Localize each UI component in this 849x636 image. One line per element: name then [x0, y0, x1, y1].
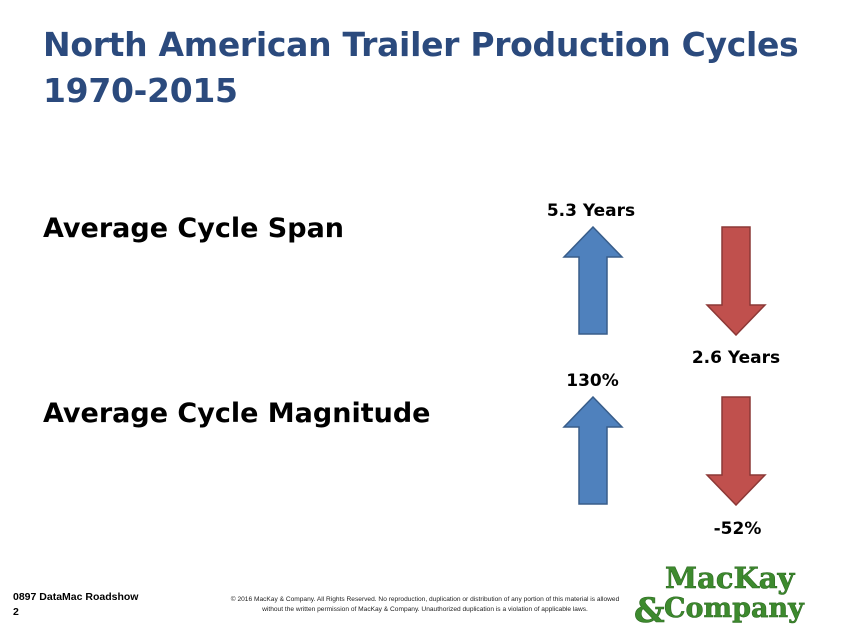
cycle-span-down-arrow-icon: [705, 226, 767, 336]
copyright-line-2: without the written permission of MacKay…: [262, 606, 588, 613]
copyright-notice: © 2016 MacKay & Company. All Rights Rese…: [190, 595, 660, 615]
footer-deck-name: 0897 DataMac Roadshow: [13, 591, 139, 603]
cycle-magnitude-up-value: 130%: [566, 371, 619, 391]
svg-text:Company: Company: [664, 593, 805, 624]
cycle-span-label: Average Cycle Span: [43, 213, 345, 244]
mackay-company-logo: MacKay & Company: [634, 561, 806, 628]
cycle-magnitude-down-value: -52%: [713, 519, 762, 539]
cycle-magnitude-down-arrow-icon: [705, 396, 767, 506]
cycle-magnitude-up-arrow-icon: [562, 396, 624, 505]
cycle-magnitude-label: Average Cycle Magnitude: [43, 398, 431, 429]
cycle-span-up-value: 5.3 Years: [546, 201, 636, 221]
svg-text:&: &: [634, 591, 665, 628]
footer-slide-info: 0897 DataMac Roadshow 2: [13, 590, 138, 620]
title-line-1: North American Trailer Production Cycles: [43, 25, 799, 64]
title-line-2: 1970-2015: [43, 71, 238, 110]
footer-slide-number: 2: [13, 606, 19, 618]
svg-text:MacKay: MacKay: [665, 561, 796, 595]
slide-title: North American Trailer Production Cycles…: [43, 22, 823, 114]
cycle-span-up-arrow-icon: [562, 226, 624, 335]
copyright-line-1: © 2016 MacKay & Company. All Rights Rese…: [230, 596, 620, 603]
cycle-span-down-value: 2.6 Years: [691, 348, 781, 368]
